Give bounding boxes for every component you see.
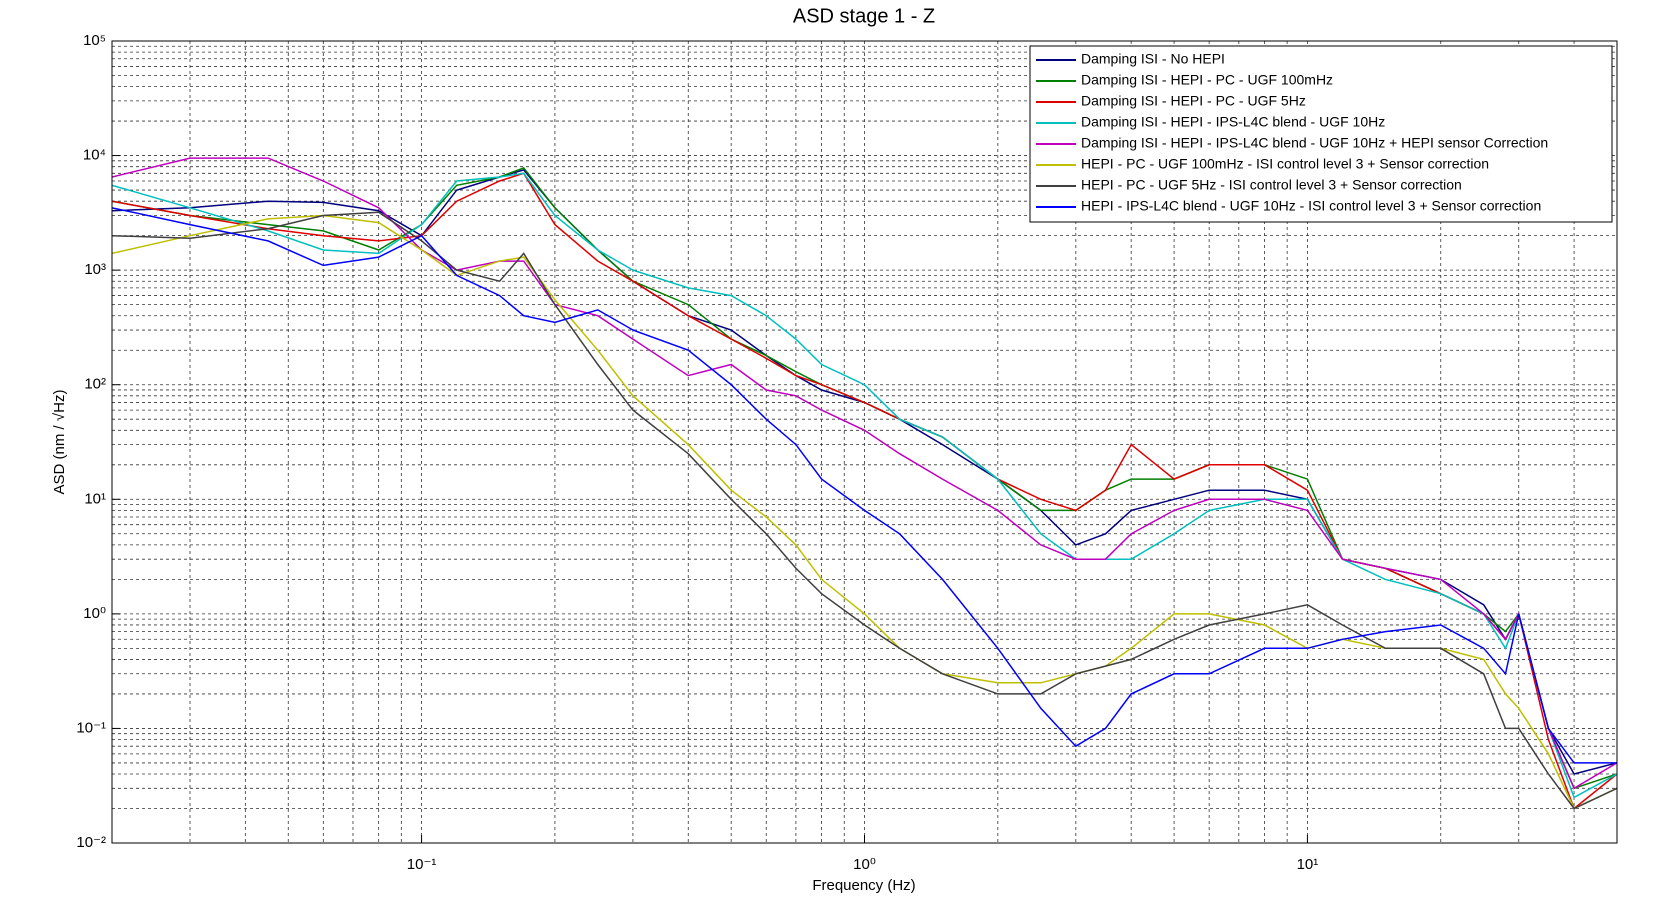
series-line: [112, 207, 1617, 764]
y-tick-label: 10²: [84, 376, 106, 393]
plot-frame: [111, 40, 1618, 844]
y-axis-label: ASD (nm / √Hz): [51, 390, 68, 495]
y-tick-label: 10³: [84, 261, 106, 278]
legend-label: Damping ISI - HEPI - IPS-L4C blend - UGF…: [1081, 114, 1385, 130]
legend-label: Damping ISI - HEPI - PC - UGF 5Hz: [1081, 93, 1306, 109]
legend-label: HEPI - IPS-L4C blend - UGF 10Hz - ISI co…: [1081, 198, 1541, 214]
y-tick-label: 10⁵: [83, 32, 106, 49]
y-tick-label: 10⁴: [83, 147, 106, 164]
chart-title: ASD stage 1 - Z: [793, 5, 935, 27]
series-line: [112, 211, 1617, 810]
y-tick-label: 10⁻²: [76, 834, 106, 851]
legend-label: HEPI - PC - UGF 100mHz - ISI control lev…: [1081, 156, 1489, 172]
legend-label: HEPI - PC - UGF 5Hz - ISI control level …: [1081, 177, 1462, 193]
y-tick-label: 10¹: [84, 490, 106, 507]
legend-label: Damping ISI - HEPI - PC - UGF 100mHz: [1081, 72, 1333, 88]
legend-label: Damping ISI - HEPI - IPS-L4C blend - UGF…: [1081, 135, 1548, 151]
x-tick-label: 10¹: [1297, 856, 1319, 873]
series-line: [112, 157, 1617, 790]
y-tick-label: 10⁰: [83, 605, 106, 622]
series-line: [112, 172, 1617, 799]
x-tick-label: 10⁰: [853, 856, 876, 873]
x-tick-label: 10⁻¹: [407, 856, 437, 873]
x-axis-label: Frequency (Hz): [812, 877, 915, 894]
legend-label: Damping ISI - No HEPI: [1081, 51, 1225, 67]
legend-box: [1029, 45, 1613, 223]
y-tick-label: 10⁻¹: [76, 719, 106, 736]
